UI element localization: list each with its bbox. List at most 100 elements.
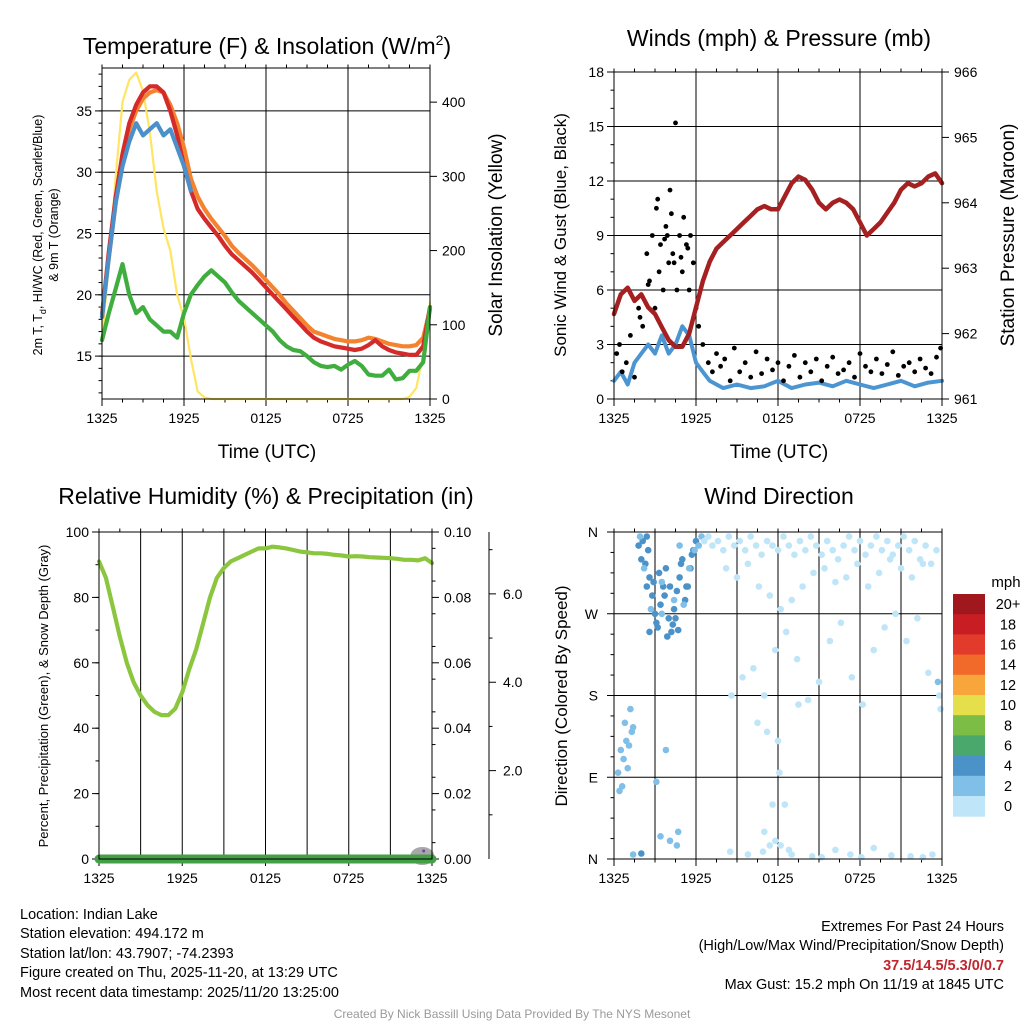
gust-point [808, 369, 814, 375]
gust-point [748, 374, 754, 380]
series-relative-humidity [96, 544, 435, 718]
gust-point [786, 363, 792, 369]
temperature-ylabel-line2: & 9m T (Orange) [47, 188, 61, 281]
speed-legend: mph 20+ 18 16 14 12 10 8 6 4 2 0 [953, 574, 1021, 817]
direction-point [777, 605, 784, 613]
direction-point [709, 542, 716, 549]
gust-point [690, 260, 696, 266]
precip-tick-label: 0.10 [444, 524, 471, 540]
snow-depth-tick-label: 4.0 [503, 674, 523, 690]
direction-point [614, 769, 622, 776]
y-tick-label: 9 [596, 228, 604, 244]
direction-point [851, 546, 858, 554]
direction-point [919, 560, 927, 568]
gust-point [686, 287, 692, 293]
direction-point [662, 746, 670, 754]
gust-point [649, 233, 655, 238]
series-hi-wc [99, 121, 193, 319]
legend-label: 4 [1004, 759, 1012, 775]
gust-point [863, 363, 868, 369]
direction-point [837, 619, 845, 627]
gust-point [658, 242, 663, 248]
direction-point [815, 678, 823, 686]
direction-point [818, 551, 825, 558]
direction-point [624, 764, 631, 772]
gust-point [857, 351, 863, 356]
direction-point [772, 837, 779, 845]
precip-tick-label: 0.00 [444, 851, 471, 867]
direction-point [791, 551, 798, 558]
direction-point [907, 853, 914, 860]
legend-label: 6 [1004, 739, 1012, 755]
humidity-panel: Relative Humidity (%) & Precipitation (i… [36, 483, 523, 886]
precip-tick-label: 0.02 [444, 786, 471, 802]
gust-point [797, 374, 803, 380]
y-tick-label: 12 [588, 173, 604, 189]
direction-point [808, 853, 816, 860]
insolation-axis-tick-label: 200 [442, 243, 466, 259]
x-tick-label: 0725 [333, 870, 364, 886]
direction-point [780, 533, 787, 540]
direction-point [845, 533, 853, 540]
direction-point [722, 565, 730, 572]
direction-point [668, 628, 675, 636]
gust-point [666, 260, 672, 266]
direction-point [736, 537, 743, 545]
direction-point [895, 542, 902, 549]
humidity-ylabel: Percent, Precipitation (Green), & Snow D… [36, 545, 51, 848]
recent-timestamp: Most recent data timestamp: 2025/11/20 1… [20, 984, 339, 1001]
direction-point [658, 578, 666, 586]
direction-point [807, 533, 815, 540]
direction-point [888, 852, 895, 859]
direction-point [777, 842, 784, 849]
gust-point [636, 305, 641, 311]
direction-point [672, 615, 679, 622]
direction-point [758, 551, 765, 558]
x-tick-label: 0725 [844, 870, 875, 886]
gust-point [619, 369, 625, 375]
gust-point [623, 360, 629, 366]
direction-point [881, 624, 888, 631]
temperature-xlabel: Time (UTC) [218, 442, 317, 463]
direction-point [705, 533, 712, 540]
gust-point [731, 345, 737, 351]
direction-point [905, 546, 913, 554]
legend-label: 12 [1000, 678, 1016, 694]
direction-point [673, 842, 681, 849]
gust-point [614, 351, 620, 356]
legend-label: 16 [1000, 638, 1016, 654]
direction-point [629, 851, 637, 858]
precip-tick-label: 0.08 [444, 589, 471, 605]
precip-tick-label: 0.04 [444, 720, 471, 736]
gust-point [753, 349, 759, 355]
legend-swatch [953, 654, 985, 676]
direction-point [799, 583, 806, 590]
direction-point [908, 574, 916, 581]
gust-point [718, 363, 723, 369]
legend-swatch [953, 695, 985, 716]
station-latlon: Station lat/lon: 43.7907; -74.2393 [20, 945, 234, 962]
winds-panel: Winds (mph) & Pressure (mb) Time (UTC) S… [551, 25, 1019, 463]
direction-point [826, 637, 834, 645]
direction-point [638, 850, 645, 857]
direction-point [636, 533, 644, 540]
series-2m-t [99, 84, 433, 357]
direction-point [670, 605, 678, 613]
figure-created: Figure created on Thu, 2025-11-20, at 13… [20, 965, 338, 982]
legend-label: 8 [1004, 718, 1012, 734]
x-tick-label: 1925 [168, 410, 199, 426]
wind-direction-panel: Wind Direction Direction (Colored By Spe… [552, 483, 1021, 886]
gust-point [722, 356, 728, 362]
direction-point [927, 560, 935, 568]
direction-point [832, 578, 839, 586]
legend-swatch [953, 634, 985, 656]
gust-point [802, 360, 808, 366]
direction-point [769, 801, 776, 808]
direction-point [781, 801, 789, 808]
direction-point [848, 674, 856, 681]
direction-point [676, 574, 683, 581]
gust-point [906, 360, 912, 366]
gust-point [928, 371, 934, 376]
pressure-axis-tick-label: 966 [954, 64, 978, 80]
